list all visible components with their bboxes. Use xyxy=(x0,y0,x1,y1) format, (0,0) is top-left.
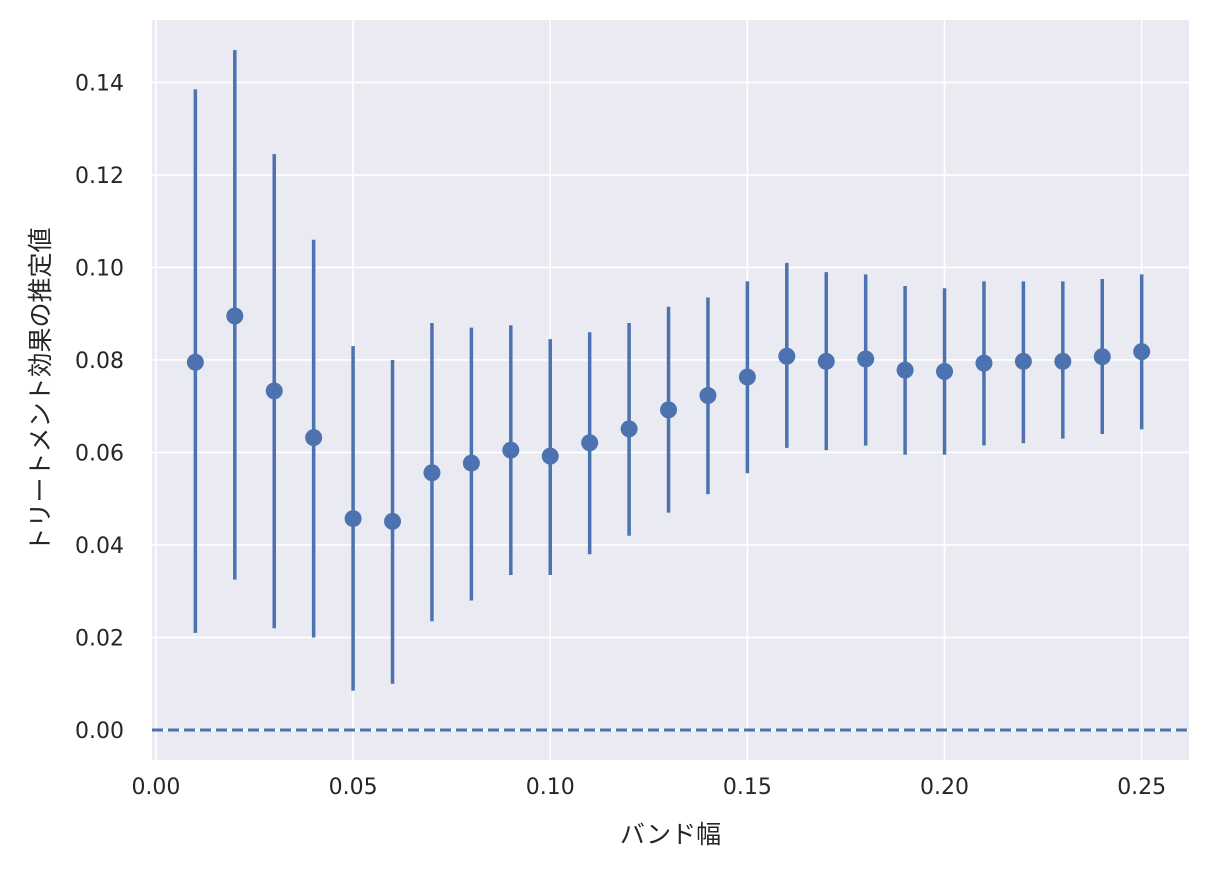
y-tick-label: 0.00 xyxy=(75,719,124,744)
estimate-point xyxy=(1054,352,1072,370)
estimate-point xyxy=(738,368,756,386)
x-axis-ticks: 0.00 0.05 0.10 0.15 0.20 0.25 xyxy=(131,775,1166,800)
estimate-point xyxy=(581,434,599,452)
y-tick-label: 0.12 xyxy=(75,164,124,189)
y-tick-label: 0.14 xyxy=(75,71,124,96)
estimate-points xyxy=(186,307,1151,530)
estimate-point xyxy=(778,347,796,365)
estimate-point xyxy=(462,454,480,472)
x-tick-label: 0.15 xyxy=(723,775,772,800)
estimate-point xyxy=(620,420,638,438)
estimate-point xyxy=(1133,343,1151,361)
plot-area xyxy=(152,20,1189,760)
y-tick-label: 0.02 xyxy=(75,626,124,651)
estimate-point xyxy=(699,387,717,405)
estimate-point xyxy=(541,447,559,465)
estimate-point xyxy=(305,429,323,447)
y-axis-label: トリートメント効果の推定値 xyxy=(26,227,55,552)
estimate-point xyxy=(265,382,283,400)
x-tick-label: 0.10 xyxy=(526,775,575,800)
y-tick-label: 0.06 xyxy=(75,441,124,466)
estimate-point xyxy=(1093,348,1111,366)
estimate-point xyxy=(817,352,835,370)
x-tick-label: 0.20 xyxy=(920,775,969,800)
estimate-point xyxy=(344,510,362,528)
estimate-point xyxy=(975,354,993,372)
estimate-point xyxy=(896,361,914,379)
estimate-point xyxy=(384,512,402,530)
estimate-point xyxy=(423,464,441,482)
y-tick-label: 0.10 xyxy=(75,256,124,281)
estimate-point xyxy=(857,350,875,368)
estimate-point xyxy=(502,441,520,459)
estimate-point xyxy=(660,401,678,419)
error-bars xyxy=(193,50,1144,691)
estimate-point xyxy=(936,363,954,380)
x-tick-label: 0.00 xyxy=(131,775,180,800)
x-tick-label: 0.25 xyxy=(1117,775,1166,800)
estimate-point xyxy=(1014,352,1032,370)
y-tick-label: 0.04 xyxy=(75,534,124,559)
estimate-point xyxy=(226,307,244,325)
y-tick-label: 0.08 xyxy=(75,349,124,374)
x-tick-label: 0.05 xyxy=(329,775,378,800)
x-axis-label: バンド幅 xyxy=(620,820,721,849)
estimate-point xyxy=(186,353,204,371)
y-axis-ticks: 0.00 0.02 0.04 0.06 0.08 0.10 0.12 0.14 xyxy=(75,71,124,744)
